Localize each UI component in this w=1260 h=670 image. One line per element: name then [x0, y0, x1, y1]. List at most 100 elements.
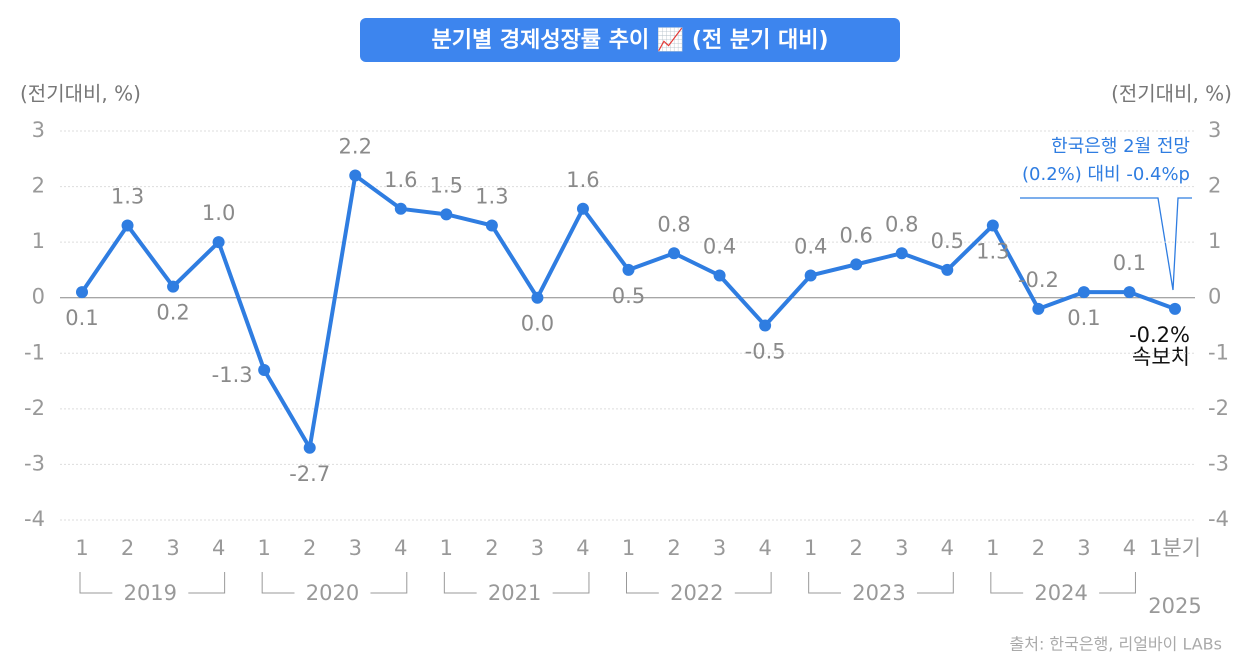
year-bracket [261, 572, 295, 594]
x-tick-label: 1 [986, 536, 999, 560]
point [668, 247, 681, 260]
year-bracket [626, 572, 659, 594]
point [485, 219, 498, 232]
year-bracket [188, 572, 226, 594]
year-bracket [552, 572, 590, 594]
point [167, 280, 180, 293]
annotation: 한국은행 2월 전망 [1051, 136, 1190, 157]
y2-tick-label: 3 [1208, 118, 1221, 142]
year-label: 2024 [1034, 581, 1087, 605]
data-label: 1.3 [475, 184, 508, 208]
point [759, 319, 772, 332]
point [941, 263, 954, 276]
x-tick-label: 2 [485, 536, 498, 560]
x-tick-label: 3 [349, 536, 362, 560]
year-label: 2021 [488, 581, 541, 605]
data-label: 0.0 [521, 312, 554, 336]
data-label: 0.5 [931, 229, 964, 253]
year-bracket [79, 572, 113, 594]
x-tick-label: 2 [1032, 536, 1045, 560]
point [850, 258, 863, 271]
x-tick-label: 3 [895, 536, 908, 560]
x-tick-label: 3 [1077, 536, 1090, 560]
x-tick-label: 1 [622, 536, 635, 560]
point [394, 202, 407, 215]
year-bracket [734, 572, 772, 594]
point [622, 263, 635, 276]
x-tick-label: 4 [212, 536, 225, 560]
data-label: 2.2 [339, 134, 372, 158]
year-label: 2025 [1148, 594, 1201, 618]
data-label: 1.6 [384, 168, 417, 192]
annotation-pointer [1020, 197, 1192, 291]
y-tick-label: -4 [24, 507, 45, 531]
title-box [360, 18, 900, 62]
data-label: 0.2 [156, 301, 189, 325]
y-tick-label: -3 [24, 451, 45, 475]
y-tick-label: -2 [24, 396, 45, 420]
point [303, 441, 316, 454]
point [349, 169, 362, 182]
chart-title: 분기별 경제성장률 추이 📈 (전 분기 대비) [431, 27, 828, 53]
y-tick-label: 1 [32, 229, 45, 253]
point [440, 208, 453, 221]
point [1032, 302, 1045, 315]
year-bracket [808, 572, 841, 594]
x-tick-label: 1 [75, 536, 88, 560]
y2-tick-label: -3 [1208, 451, 1229, 475]
data-label: 1.3 [976, 239, 1009, 263]
point [986, 219, 999, 232]
point [713, 269, 726, 282]
data-label: 1.0 [202, 201, 235, 225]
x-tick-label: 1분기 [1149, 536, 1201, 560]
y-axis-label: (전기대비, %) [20, 82, 141, 106]
year-bracket [916, 572, 954, 594]
x-tick-label: 2 [667, 536, 680, 560]
point [76, 286, 88, 299]
annotation: (0.2%) 대비 -0.4%p [1022, 164, 1190, 185]
data-label: 0.5 [612, 284, 645, 308]
point [576, 202, 589, 215]
data-label: -0.2% [1129, 323, 1190, 347]
year-bracket [443, 572, 477, 594]
data-label: 0.1 [1067, 306, 1100, 330]
x-tick-label: 2 [303, 536, 316, 560]
x-tick-label: 2 [121, 536, 134, 560]
x-tick-label: 4 [394, 536, 407, 560]
point [531, 291, 544, 304]
x-tick-label: 2 [850, 536, 863, 560]
year-label: 2019 [124, 581, 177, 605]
point [212, 236, 225, 249]
data-label: 0.1 [65, 306, 98, 330]
data-label: 1.5 [430, 173, 463, 197]
x-tick-label: 4 [1123, 536, 1136, 560]
point [1169, 302, 1181, 315]
annotation: 속보치 [1132, 345, 1190, 369]
x-tick-label: 3 [166, 536, 179, 560]
x-tick-label: 4 [758, 536, 771, 560]
y2-tick-label: 1 [1208, 229, 1221, 253]
data-label: 1.3 [111, 184, 144, 208]
data-label: 0.1 [1113, 251, 1146, 275]
point [121, 219, 134, 232]
x-tick-label: 4 [941, 536, 954, 560]
year-label: 2022 [670, 581, 723, 605]
y2-tick-label: -4 [1208, 507, 1229, 531]
data-label: 0.4 [703, 234, 736, 258]
year-bracket [370, 572, 408, 594]
data-label: -0.5 [745, 340, 786, 364]
data-label: -0.2 [1018, 268, 1059, 292]
x-tick-label: 4 [576, 536, 589, 560]
data-label: 0.8 [885, 212, 918, 236]
year-label: 2023 [852, 581, 905, 605]
point [1077, 286, 1090, 299]
y2-tick-label: -2 [1208, 396, 1229, 420]
data-label: 0.4 [794, 234, 827, 258]
year-bracket [990, 572, 1024, 594]
year-bracket [1099, 572, 1136, 594]
y2-tick-label: -1 [1208, 340, 1229, 364]
x-tick-label: 1 [257, 536, 270, 560]
data-label: 0.6 [840, 223, 873, 247]
data-label: 1.6 [566, 168, 599, 192]
point [895, 247, 908, 260]
